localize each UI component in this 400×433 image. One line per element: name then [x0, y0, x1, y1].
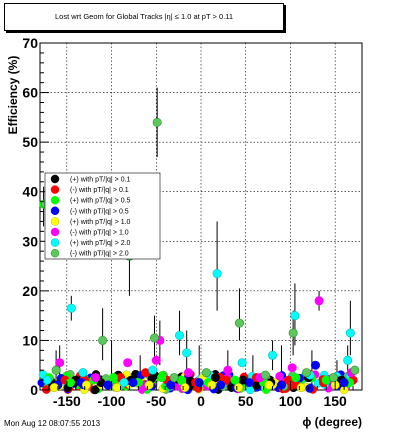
data-point: [157, 373, 167, 383]
x-tick-label: 50: [238, 393, 254, 409]
data-point: [350, 365, 360, 375]
data-point: [182, 348, 192, 358]
data-point: [314, 296, 324, 306]
data-point: [66, 303, 76, 313]
data-point: [210, 373, 220, 383]
y-tick-label: 70: [22, 35, 38, 51]
data-point: [345, 328, 355, 338]
data-point: [98, 335, 108, 345]
data-point: [148, 365, 158, 375]
data-point: [152, 117, 162, 127]
data-point: [223, 365, 233, 375]
y-tick-label: 0: [30, 382, 38, 398]
data-point: [244, 378, 254, 388]
y-tick-label: 30: [22, 233, 38, 249]
legend-entry-label: (-) with pT/|q| > 1.0: [70, 230, 129, 237]
data-point: [302, 368, 312, 378]
data-point: [103, 380, 113, 390]
data-point: [264, 380, 274, 390]
data-point: [90, 373, 100, 383]
data-point: [108, 373, 118, 383]
x-tick-label: 150: [323, 393, 347, 409]
data-point: [343, 355, 353, 365]
y-tick-label: 20: [22, 283, 38, 299]
legend-entry-label: (+) with pT/|q| > 0.1: [70, 177, 131, 184]
axes: 0 10 20 30 40 50 60 70 -150 -100 -50 0 50 100 150: [22, 35, 363, 409]
data-point: [212, 269, 222, 279]
data-point: [175, 330, 185, 340]
legend-marker: [50, 195, 60, 205]
data-point: [82, 380, 92, 390]
legend-entry-label: (-) with pT/|q| > 0.1: [70, 187, 129, 194]
data-point: [119, 378, 129, 388]
legend-marker: [50, 238, 60, 247]
legend-marker: [50, 227, 60, 237]
data-point: [169, 373, 179, 383]
data-point: [290, 311, 300, 321]
data-point: [201, 368, 211, 378]
data-point: [230, 375, 240, 385]
data-point: [78, 368, 88, 378]
data-point: [207, 380, 217, 390]
data-point: [144, 380, 154, 390]
y-tick-label: 10: [22, 332, 38, 348]
data-point: [166, 380, 176, 390]
data-point: [42, 375, 52, 385]
x-axis-label: ϕ (degree): [302, 415, 362, 429]
data-point: [183, 368, 193, 378]
legend: (+) with pT/|q| > 0.1 (-) with pT/|q| > 0…: [44, 172, 161, 260]
y-tick-label: 60: [22, 85, 38, 101]
noise-point: [305, 384, 314, 393]
y-axis-label: Efficiency (%): [6, 56, 20, 135]
x-tick-label: 100: [279, 393, 303, 409]
y-tick-label: 50: [22, 134, 38, 150]
data-point: [234, 318, 244, 328]
y-tick-label: 40: [22, 184, 38, 200]
data-point: [291, 373, 301, 383]
x-tick-label: 0: [197, 393, 205, 409]
legend-marker: [50, 217, 60, 226]
data-point: [328, 373, 338, 383]
data-point: [180, 383, 190, 393]
data-point: [49, 383, 59, 393]
data-point: [55, 358, 65, 368]
legend-entry-label: (-) with pT/|q| > 2.0: [70, 251, 129, 258]
data-point: [194, 378, 204, 388]
legend-entry-label: (+) with pT/|q| > 2.0: [70, 240, 131, 247]
data-point: [288, 328, 298, 338]
legend-marker: [50, 206, 60, 216]
data-point: [234, 383, 244, 393]
legend-entry-label: (-) with pT/|q| > 0.5: [70, 208, 129, 215]
data-point: [310, 360, 320, 370]
legend-box: [44, 172, 161, 260]
chart-title: Lost wrt Geom for Global Tracks |η| ≤ 1.…: [54, 12, 234, 21]
data-point: [51, 365, 61, 375]
data-point: [268, 350, 278, 360]
data-point: [287, 363, 297, 373]
x-tick-label: -50: [146, 393, 166, 409]
noise-point: [275, 371, 284, 381]
x-tick-label: -100: [98, 393, 126, 409]
data-point: [237, 358, 247, 368]
data-point: [151, 355, 161, 365]
data-point: [296, 383, 306, 393]
data-point: [149, 333, 159, 343]
legend-marker: [50, 174, 60, 184]
data-point: [260, 370, 270, 380]
legend-entry-label: (+) with pT/|q| > 0.5: [70, 198, 131, 205]
legend-marker: [50, 248, 60, 258]
legend-entry-label: (+) with pT/|q| > 1.0: [70, 219, 131, 226]
x-tick-label: -150: [53, 393, 81, 409]
data-point: [123, 358, 133, 368]
data-point: [216, 380, 226, 390]
data-point: [339, 378, 349, 388]
footer-timestamp: Mon Aug 12 08:07:55 2013: [4, 419, 101, 428]
legend-marker: [50, 185, 60, 194]
data-point: [128, 378, 138, 388]
data-point: [112, 383, 122, 393]
noise-point: [90, 385, 100, 395]
chart-title-box: Lost wrt Geom for Global Tracks |η| ≤ 1.…: [4, 3, 284, 31]
data-point: [65, 378, 75, 388]
